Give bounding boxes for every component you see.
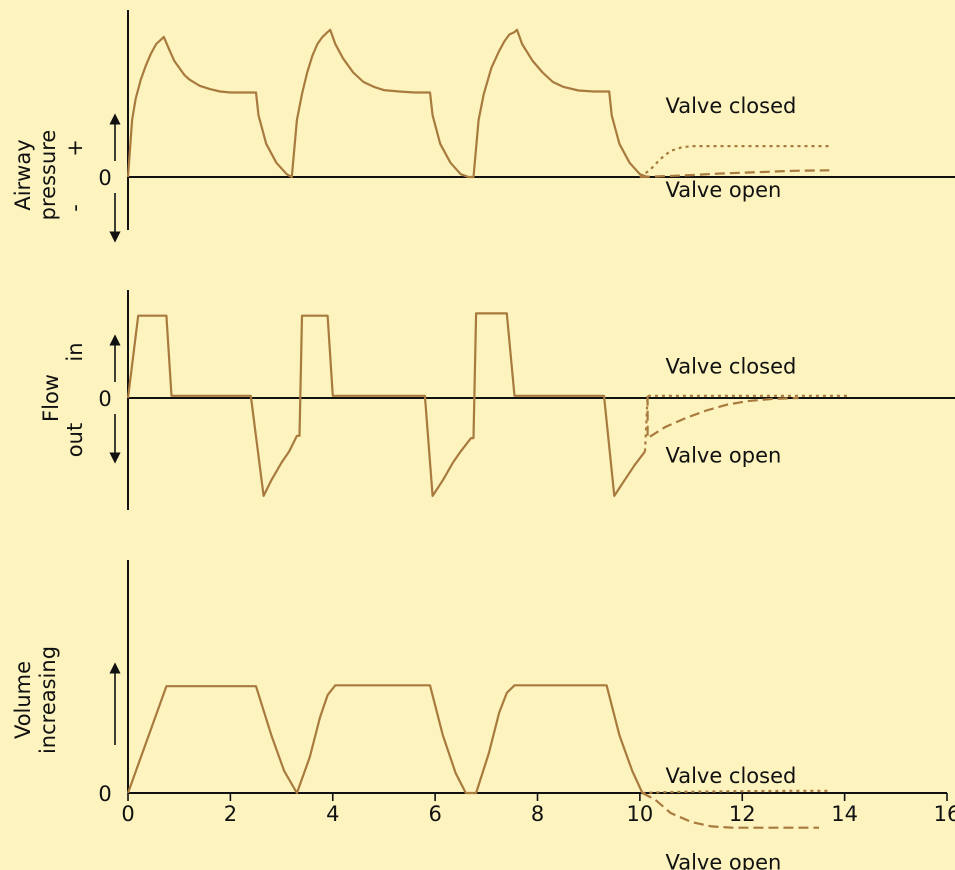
series-valve-open: [646, 395, 799, 440]
y-axis-label: Airway: [11, 139, 35, 210]
x-tick-label: 8: [531, 802, 544, 826]
zero-label: 0: [98, 387, 111, 411]
x-tick-label: 14: [831, 802, 858, 826]
y-axis-label: Volume: [11, 661, 35, 739]
y-axis-label: pressure: [36, 130, 60, 221]
series-breath-cycle: [126, 28, 648, 179]
series-valve-open: [639, 169, 830, 179]
x-tick-label: 0: [121, 802, 134, 826]
panel-volume: 0 Volume increasing Valve closed Valve open 0…: [11, 560, 955, 870]
x-tick-label: 10: [627, 802, 654, 826]
x-tick-label: 2: [224, 802, 237, 826]
annotation-valve-closed: Valve closed: [665, 764, 796, 788]
series-valve-open: [641, 792, 819, 829]
x-tick-label: 6: [428, 802, 441, 826]
zero-label: 0: [98, 782, 111, 806]
x-tick-label: 12: [729, 802, 756, 826]
positive-marker: +: [63, 139, 87, 157]
annotation-valve-open: Valve open: [665, 851, 781, 870]
annotation-valve-open: Valve open: [665, 444, 781, 468]
positive-marker: in: [63, 342, 87, 361]
zero-label: 0: [98, 166, 111, 190]
annotation-valve-open: Valve open: [665, 178, 781, 202]
negative-marker: out: [63, 423, 87, 457]
y-axis-label: Flow: [39, 374, 63, 422]
panel-pressure: 0 + - Airway pressure Valve closed Valve open: [11, 10, 955, 243]
x-tick-label: 16: [934, 802, 955, 826]
annotation-valve-closed: Valve closed: [665, 94, 796, 118]
negative-marker: -: [63, 204, 87, 212]
series-valve-closed: [639, 145, 830, 178]
annotation-valve-closed: Valve closed: [665, 355, 796, 379]
x-tick-label: 4: [326, 802, 339, 826]
series-breath-cycle: [126, 684, 644, 795]
y-axis-label: increasing: [36, 646, 60, 754]
series-breath-cycle: [126, 312, 646, 497]
series-valve-closed: [643, 394, 850, 452]
